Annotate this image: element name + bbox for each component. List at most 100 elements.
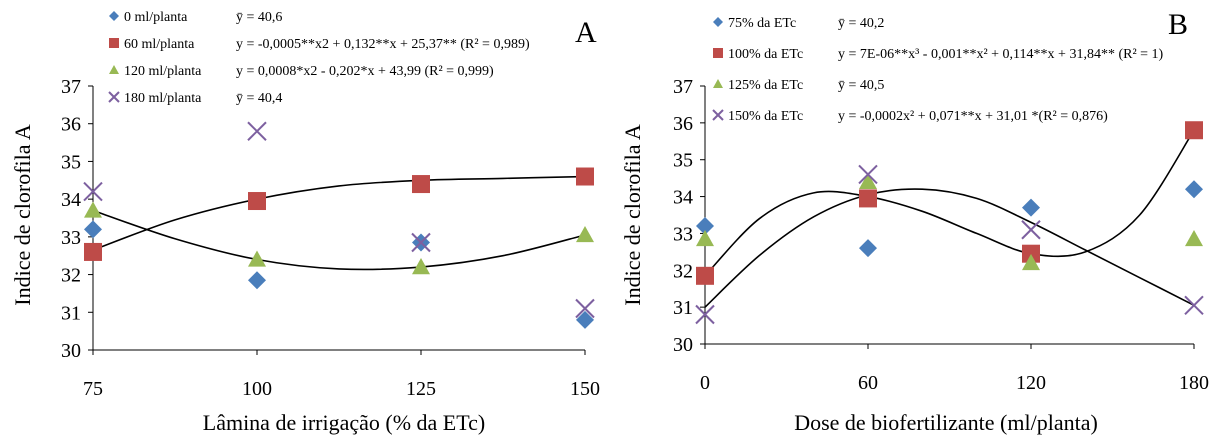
data-point-a-s3 [412,258,430,275]
equation-a-3: y = 0,0008*x2 - 0,202*x + 43,99 (R² = 0,… [236,64,494,79]
legend-marker-a-4 [108,91,120,103]
data-point-a-s3 [248,250,266,267]
equation-b-3: ȳ = 40,5 [838,78,884,93]
data-point-b-s1 [1185,180,1203,199]
data-point-b-s2 [696,266,714,285]
panel-letter-b: B [1168,8,1188,41]
equation-a-1: ȳ = 40,6 [236,10,282,25]
legend-label-a-2: 60 ml/planta [124,37,195,52]
data-point-a-s2 [412,175,430,194]
trendline-b-2 [704,188,1195,308]
data-point-a-s4 [411,232,431,253]
data-point-b-s4 [695,304,715,325]
data-point-b-s3 [1022,253,1040,271]
legend-label-b-3: 125% da ETc [728,78,803,93]
data-point-b-s3 [696,229,714,247]
data-point-b-s2 [859,189,877,208]
y-tick-label-b: 37 [673,76,693,98]
data-point-b-s4 [1184,295,1204,316]
equation-a-2: y = -0,0005**x2 + 0,132**x + 25,37** (R²… [236,37,530,52]
x-tick-label-b: 120 [1016,372,1046,394]
data-point-a-s4-stroke-2 [83,181,103,202]
legend-marker-b-1 [713,17,723,27]
data-point-a-s4 [247,121,267,141]
data-point-a-s2 [576,167,594,186]
data-point-a-s1 [576,310,594,329]
data-point-b-s1 [696,217,714,236]
y-tick-label-a: 32 [61,265,81,287]
legend-label-b-1: 75% da ETc [728,16,796,31]
data-point-b-s4 [858,164,878,185]
data-point-a-s4-stroke-2 [411,232,431,253]
data-point-b-s3 [859,172,877,190]
legend-label-b-4: 150% da ETc [728,109,803,124]
legend-marker-a-1 [109,11,119,21]
y-tick-label-a: 31 [61,302,81,324]
y-tick-label-a: 36 [61,114,81,136]
y-tick-label-a: 37 [61,76,81,98]
legend-label-a-1: 0 ml/planta [124,10,188,25]
data-point-a-s4 [83,181,103,202]
equation-a-4: ȳ = 40,4 [236,91,282,106]
y-tick-label-b: 30 [673,334,693,356]
legend-label-b-2: 100% da ETc [728,47,803,62]
data-point-b-s4-stroke-2 [695,304,715,325]
data-point-a-s4-stroke-2 [247,121,267,141]
x-axis-title-b: Dose de biofertilizante (ml/planta) [794,410,1098,435]
y-tick-label-b: 35 [673,150,693,172]
trendline-a-2 [92,209,586,271]
data-point-b-s2 [1185,121,1203,140]
legend-marker-b-4 [712,109,724,121]
y-tick-label-b: 33 [673,223,693,245]
equation-b-4: y = -0,0002x² + 0,071**x + 31,01 *(R² = … [838,109,1108,124]
data-point-b-s4 [1021,220,1041,240]
data-point-a-s3 [576,225,594,243]
panel-letter-a: A [575,16,597,49]
data-point-b-s3 [1185,229,1203,247]
trendline-a-1 [92,175,586,251]
x-tick-label-b: 180 [1179,372,1209,394]
data-point-a-s1 [248,271,266,290]
legend-label-a-3: 120 ml/planta [124,64,202,79]
x-axis-title-a: Lâmina de irrigação (% da ETc) [203,410,485,435]
x-tick-label-a: 100 [242,378,272,400]
y-tick-label-a: 30 [61,340,81,362]
y-tick-label-b: 31 [673,297,693,319]
x-tick-label-b: 60 [858,372,878,394]
legend-marker-b-2 [713,48,723,58]
data-point-b-s4-stroke-2 [1021,220,1041,240]
x-tick-label-b: 0 [700,372,710,394]
equation-b-1: ȳ = 40,2 [838,16,884,31]
data-point-b-s2 [1022,244,1040,263]
data-point-a-s2 [84,242,102,261]
legend-marker-b-3 [713,79,723,88]
trendline-b-1 [704,129,1195,277]
data-point-b-s1 [859,239,877,258]
legend-marker-a-4-stroke-2 [108,91,120,103]
y-tick-label-a: 35 [61,151,81,173]
data-point-a-s4-stroke-2 [575,298,595,319]
data-point-a-s1 [84,220,102,239]
data-point-a-s3 [84,201,102,218]
y-axis-title-b: Indice de clorofila A [620,124,645,306]
x-tick-label-a: 75 [83,378,103,400]
data-point-a-s4 [575,298,595,319]
y-tick-label-b: 32 [673,260,693,282]
legend-marker-b-4-stroke-2 [712,109,724,121]
legend-marker-a-3 [109,65,119,74]
y-tick-label-a: 33 [61,227,81,249]
data-point-b-s4-stroke-2 [858,164,878,185]
legend-label-a-4: 180 ml/planta [124,91,202,106]
data-point-b-s1 [1022,198,1040,217]
data-point-a-s2 [248,192,266,211]
y-tick-label-b: 36 [673,113,693,135]
equation-b-2: y = 7E-06**x³ - 0,001**x² + 0,114**x + 3… [838,47,1164,62]
x-tick-label-a: 125 [406,378,436,400]
legend-marker-a-2 [109,38,119,48]
y-axis-title-a: Indice de clorofila A [10,124,35,306]
y-tick-label-b: 34 [673,187,693,209]
x-tick-label-a: 150 [570,378,600,400]
data-point-b-s4-stroke-2 [1184,295,1204,316]
y-tick-label-a: 34 [61,189,81,211]
